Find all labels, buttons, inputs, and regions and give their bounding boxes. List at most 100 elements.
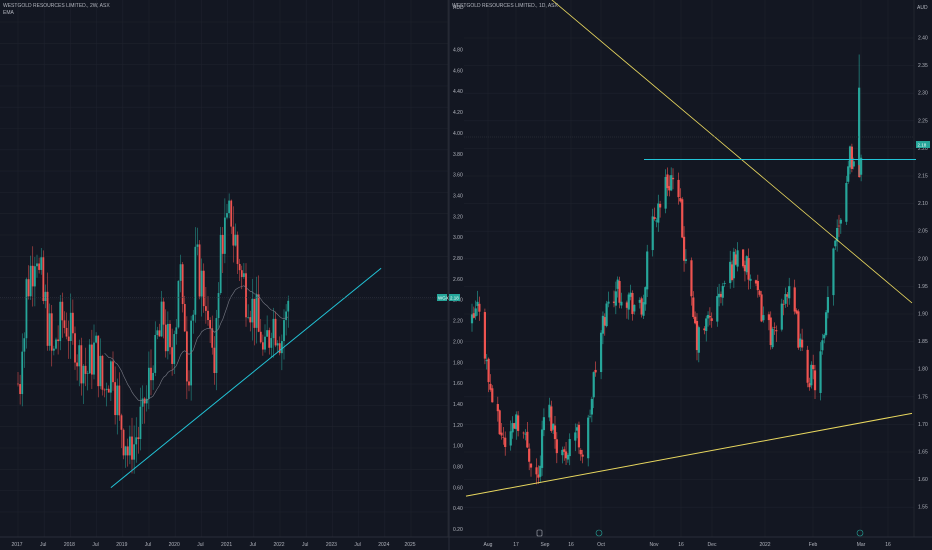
price-tick-label: 0.40	[453, 506, 463, 512]
candle-body	[97, 335, 100, 387]
price-tick-label: 1.95	[918, 284, 928, 290]
candle-body	[139, 406, 142, 440]
candle-body	[204, 306, 207, 311]
candle-body	[114, 382, 117, 416]
candle-body	[797, 311, 800, 348]
candle-body	[177, 280, 180, 328]
trendline-yellow-ascending[interactable]	[465, 412, 913, 497]
candle-body	[268, 330, 271, 348]
candle-body	[612, 301, 616, 303]
candle-body	[236, 234, 239, 264]
candle-body	[162, 301, 165, 325]
candle-body	[568, 439, 571, 457]
candle-body	[793, 287, 796, 312]
candle-body	[749, 278, 752, 281]
candle-body	[287, 300, 290, 312]
candle-body	[171, 347, 174, 364]
price-tick-label: 2.60	[453, 277, 463, 283]
price-tick-label: 3.60	[453, 173, 463, 179]
trendline-cyan-left[interactable]	[110, 267, 382, 488]
price-tick-label: 2.20	[918, 146, 928, 152]
candle-body	[574, 432, 577, 441]
candle-body	[183, 304, 186, 332]
candle-body	[65, 327, 68, 337]
candle-body	[232, 226, 235, 246]
candle-body	[48, 313, 51, 346]
candle-body	[646, 251, 649, 290]
candle-body	[587, 417, 590, 459]
x-axis-left[interactable]: 2017 Jul 2018 Jul 2019 Jul 2020 Jul 2021 Jul 2022 J…	[11, 542, 415, 548]
candle-body	[775, 330, 778, 332]
event-marker-earnings[interactable]	[536, 529, 543, 537]
right-chart-title: WESTGOLD RESOURCES LIMITED., 1D, ASX	[452, 3, 559, 9]
candle-body	[67, 336, 70, 342]
candle-body	[845, 183, 848, 222]
candle-body	[579, 449, 582, 455]
price-tick-label: 1.60	[918, 477, 928, 483]
candle-body	[784, 294, 787, 304]
candle-body	[721, 285, 724, 298]
price-axis-outer[interactable]: 2.40 2.35 2.30 2.25 2.20 2.15 2.10 2.05 2.00 1.95…	[918, 36, 928, 511]
candle-body	[78, 345, 81, 367]
candle-body	[230, 200, 233, 227]
grid-left	[0, 0, 448, 537]
candle-body	[84, 365, 87, 374]
candle-body	[631, 292, 634, 315]
event-marker-dividend-2[interactable]	[856, 529, 864, 537]
candle-body	[788, 286, 791, 299]
candle-body	[813, 370, 817, 391]
price-axis-inner[interactable]: 4.80 4.60 4.40 4.20 4.00 3.80 3.60 3.40 3.20 3.00…	[453, 48, 463, 534]
price-tick-label: 1.20	[453, 423, 463, 429]
x-tick-label: Jul	[250, 542, 256, 548]
candle-body	[215, 318, 218, 374]
candle-body	[671, 177, 675, 180]
price-tick-label: 3.00	[453, 235, 463, 241]
candle-body	[188, 381, 190, 386]
price-tick-label: 1.60	[453, 381, 463, 387]
trendline-yellow-descending[interactable]	[466, 0, 913, 304]
candle-body	[760, 294, 763, 322]
candle-body	[160, 301, 163, 337]
x-tick-label: 17	[513, 542, 519, 548]
candle-body	[17, 383, 19, 385]
candle-body	[86, 373, 89, 374]
candle-body	[847, 166, 850, 182]
candle-body	[223, 217, 226, 254]
candle-body	[190, 320, 193, 386]
candle-body	[88, 344, 91, 374]
candle-body	[513, 423, 516, 429]
candle-body	[29, 265, 32, 297]
candle-body	[470, 314, 474, 324]
candle-body	[249, 317, 252, 323]
price-tick-label: 3.20	[453, 214, 463, 220]
candle-body	[50, 313, 53, 351]
candle-body	[745, 256, 748, 273]
candle-body	[736, 250, 739, 267]
candle-body	[668, 186, 671, 191]
candle-body	[181, 264, 184, 305]
candle-body	[145, 398, 148, 404]
svg-text:2.18: 2.18	[450, 296, 459, 301]
candle-body	[826, 297, 830, 313]
candle-body	[780, 303, 783, 330]
candles-right	[470, 54, 863, 485]
candle-body	[504, 437, 507, 447]
candle-body	[474, 308, 477, 317]
candle-body	[219, 234, 222, 294]
candle-body	[561, 449, 564, 456]
candle-body	[588, 416, 592, 417]
candle-body	[124, 446, 127, 456]
candle-body	[837, 225, 841, 227]
candle-body	[801, 339, 804, 348]
candle-body	[274, 318, 277, 346]
candle-body	[666, 174, 669, 189]
candle-body	[692, 297, 695, 318]
candle-body	[242, 273, 245, 277]
candle-body	[581, 454, 584, 457]
x-axis-right[interactable]: Aug 17 Sep 16 Oct Nov 16 Dec 2022 Feb Mar 16	[484, 542, 891, 548]
candle-body	[592, 372, 595, 398]
x-tick-label: 16	[885, 542, 891, 548]
event-marker-dividend[interactable]	[595, 529, 603, 537]
candle-body	[795, 310, 798, 314]
